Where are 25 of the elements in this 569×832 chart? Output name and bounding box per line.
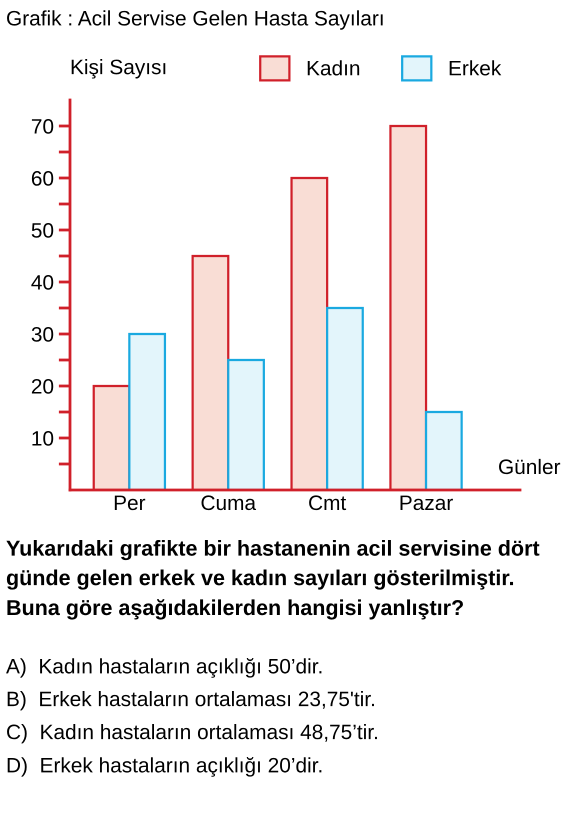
x-axis-title: Günler [499,458,560,474]
x-tick-label: Pazar [400,496,453,510]
bar [424,410,463,490]
text: B) Erkek hastaların ortalaması 23,75'tir. [8,691,374,710]
y-tick-label: 60 [32,171,54,186]
legend-label: Erkek [450,60,502,76]
y-tick-label: 10 [32,431,54,446]
y-tick-label: 70 [32,119,54,134]
y-tick-label: 50 [32,223,54,238]
x-tick-label: Cuma [202,495,256,510]
bar [326,306,364,490]
text: Yukarıdaki grafikte bir hastanenin acil servisine dört günde gelen erkek ve kadın sayıları gösterilmiştir. Buna göre aşağıdakilerden hangisi yanlıştır? [6,540,540,620]
y-axis-title: Kişi Sayısı [72,59,166,79]
y-tick-label: 30 [32,327,54,342]
bar [128,332,166,490]
text: A) Kadın hastaların açıklığı 50’dir. [6,658,322,678]
legend-label: Kadın [308,60,360,76]
y-tick-label: 20 [32,379,54,394]
text: D) Erkek hastaların açıklığı 20’dir. [8,757,322,777]
x-tick-label: Per [114,496,146,510]
chart-title: Grafik : Acil Servise Gelen Hasta Sayıları [7,10,383,30]
x-tick-label: Cmt [309,495,346,510]
text: C) Kadın hastaların ortalaması 48,75’tir. [7,724,377,744]
y-tick-label: 40 [31,275,54,290]
bar [227,358,265,490]
